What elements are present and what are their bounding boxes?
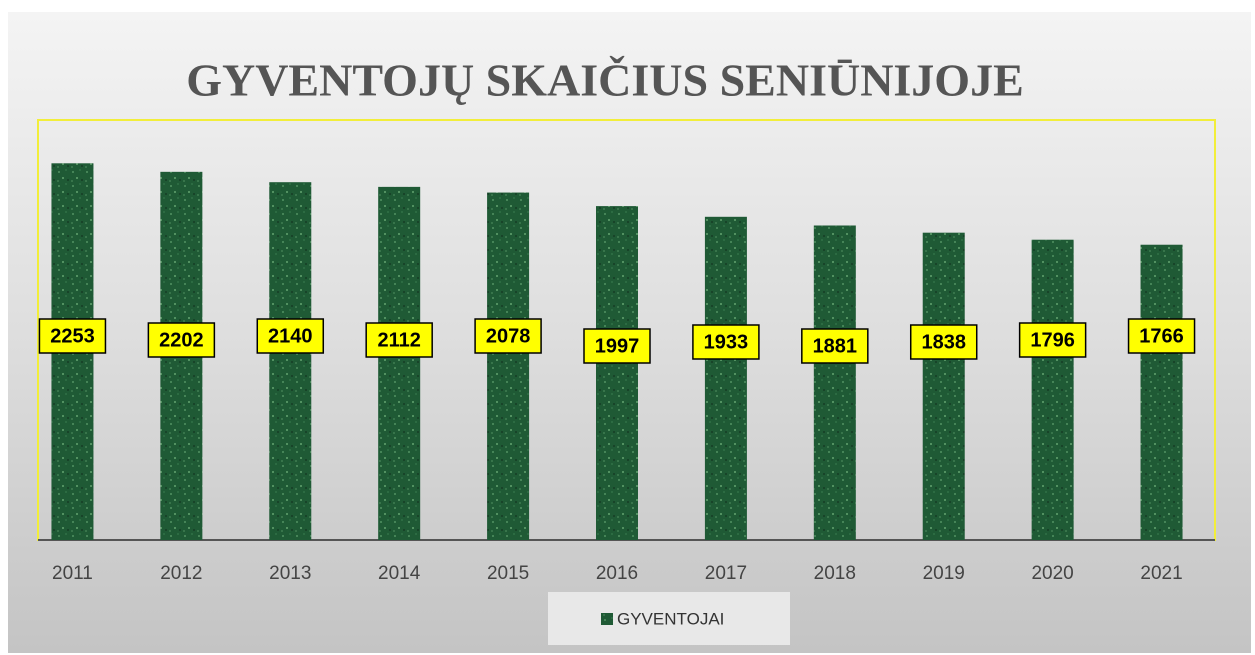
x-tick-label: 2020 <box>1031 563 1073 584</box>
bar <box>1031 239 1074 540</box>
data-label-box <box>1018 322 1087 358</box>
legend-swatch <box>601 613 613 625</box>
data-label: 1838 <box>921 331 966 353</box>
data-label: 1796 <box>1030 329 1075 351</box>
data-label: 2078 <box>486 325 531 347</box>
x-tick-label: 2018 <box>814 563 856 584</box>
x-tick-label: 2011 <box>52 563 93 584</box>
bar <box>704 216 747 540</box>
legend <box>548 592 790 645</box>
bar <box>487 192 530 540</box>
data-label: 2253 <box>50 325 95 347</box>
data-label: 1881 <box>813 335 858 357</box>
x-tick-label: 2019 <box>923 563 965 584</box>
bar <box>378 186 421 540</box>
data-label-box <box>692 324 760 360</box>
bar <box>596 206 638 540</box>
x-tick-label: 2014 <box>378 563 421 584</box>
data-label-box <box>38 318 107 354</box>
bar <box>1140 244 1183 540</box>
data-label-box <box>147 322 216 358</box>
x-tick-label: 2012 <box>160 563 202 584</box>
x-tick-label: 2016 <box>596 563 638 584</box>
legend-label: GYVENTOJAI <box>617 609 724 628</box>
chart-title: GYVENTOJŲ SKAIČIUS SENIŪNIJOJE <box>186 55 1024 106</box>
x-tick-label: 2017 <box>705 563 747 584</box>
x-tick-label: 2013 <box>269 563 311 584</box>
data-label-box <box>1127 318 1196 354</box>
data-label: 1766 <box>1139 325 1184 347</box>
data-label-box <box>909 324 978 360</box>
data-label-box <box>256 318 325 354</box>
data-label-box <box>365 322 433 358</box>
data-label-box <box>583 328 651 364</box>
bar <box>813 225 856 540</box>
data-label: 2112 <box>377 329 420 351</box>
data-label: 1997 <box>595 335 640 357</box>
data-label-box <box>801 328 869 364</box>
bar <box>269 182 312 540</box>
data-label-box <box>474 318 542 354</box>
data-label: 2202 <box>159 329 204 351</box>
data-label: 2140 <box>268 325 313 347</box>
bar <box>922 232 965 540</box>
x-tick-label: 2021 <box>1140 563 1182 584</box>
data-label: 1933 <box>704 331 749 353</box>
x-tick-label: 2015 <box>487 563 529 584</box>
